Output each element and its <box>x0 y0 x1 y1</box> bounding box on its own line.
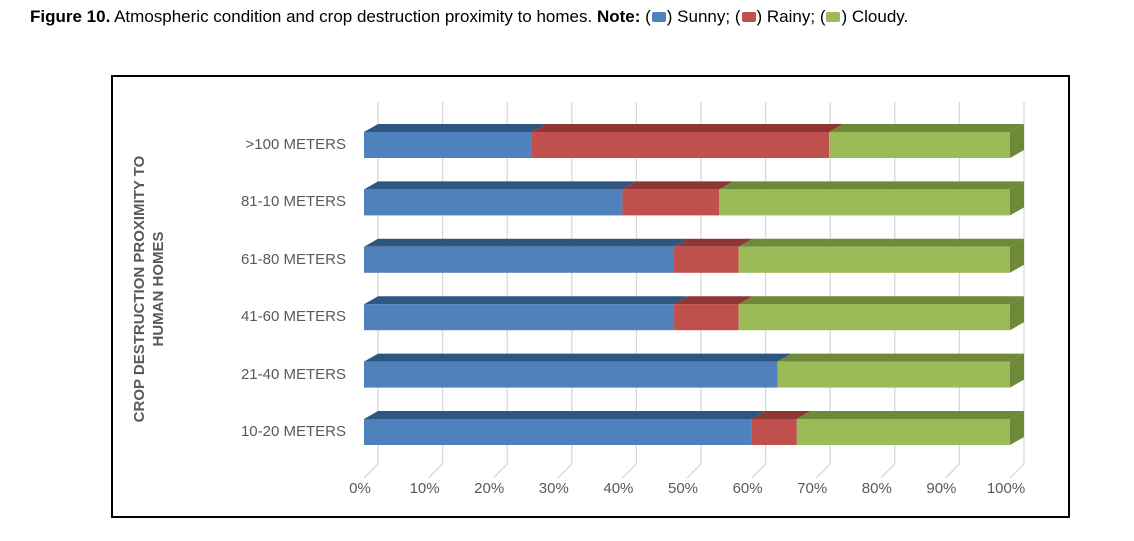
x-tick-label-20%: 20% <box>474 480 505 497</box>
x-tick-label-70%: 70% <box>797 480 828 497</box>
bar-top-sunny-row4 <box>364 353 792 362</box>
gridline-foot-10% <box>428 463 444 479</box>
gridline-foot-80% <box>880 463 896 479</box>
bar-top-cloudy-row0 <box>829 124 1024 132</box>
bar-top-sunny-row1 <box>364 181 637 190</box>
gridline-foot-0% <box>363 463 379 479</box>
legend-item-sunny: () Sunny; <box>645 7 735 26</box>
bar-top-sunny-row5 <box>364 411 766 419</box>
bar-segment-sunny-row4 <box>364 361 778 388</box>
bar-top-sunny-row2 <box>364 238 689 247</box>
bar-top-rainy-row1 <box>622 181 734 190</box>
bar-endcap-row3 <box>1010 296 1024 331</box>
bar-segment-cloudy-row0 <box>829 132 1010 158</box>
bar-segment-sunny-row5 <box>364 419 752 445</box>
category-label-row2: 61-80 METERS <box>240 250 346 268</box>
category-label-row3: 41-60 METERS <box>240 308 346 326</box>
x-tick-label-40%: 40% <box>603 480 634 497</box>
figure-number: Figure 10. <box>30 7 111 26</box>
category-label-row5: 10-20 METERS <box>240 423 346 440</box>
gridline-foot-30% <box>557 463 573 479</box>
bar-segment-rainy-row5 <box>751 419 797 445</box>
category-label-row4: 21-40 METERS <box>240 365 346 383</box>
chart-frame: CROP DESTRUCTION PROXIMITY TO HUMAN HOME… <box>111 75 1070 518</box>
bar-endcap-row2 <box>1010 238 1024 273</box>
legend-swatch-rainy <box>741 12 756 22</box>
bar-top-rainy-row2 <box>674 238 753 247</box>
bar-endcap-row5 <box>1010 411 1024 445</box>
chart-area: CROP DESTRUCTION PROXIMITY TO HUMAN HOME… <box>113 77 1067 515</box>
bar-top-rainy-row0 <box>531 124 844 132</box>
x-tick-label-60%: 60% <box>732 480 763 497</box>
gridline-foot-70% <box>815 463 831 479</box>
bar-top-cloudy-row2 <box>738 238 1024 247</box>
bar-segment-cloudy-row2 <box>738 246 1010 273</box>
bar-top-rainy-row5 <box>751 411 811 419</box>
bar-segment-cloudy-row3 <box>738 304 1010 331</box>
bar-top-cloudy-row4 <box>777 353 1024 362</box>
bar-segment-cloudy-row4 <box>777 361 1010 388</box>
x-tick-label-10%: 10% <box>409 480 440 497</box>
bar-top-cloudy-row5 <box>796 411 1024 419</box>
bar-segment-sunny-row1 <box>364 189 623 216</box>
legend-item-rainy: () Rainy; <box>734 7 820 26</box>
x-tick-label-30%: 30% <box>538 480 569 497</box>
bar-segment-sunny-row0 <box>364 132 532 158</box>
bar-top-cloudy-row1 <box>719 181 1024 190</box>
bar-segment-rainy-row2 <box>674 246 739 273</box>
gridline-foot-20% <box>492 463 508 479</box>
x-tick-label-0%: 0% <box>349 480 371 497</box>
plot-svg <box>363 102 1025 479</box>
legend-item-cloudy: () Cloudy. <box>819 7 909 26</box>
category-label-row0: >100 METERS <box>245 136 346 153</box>
caption-text: Atmospheric condition and crop destructi… <box>110 7 597 26</box>
bar-top-sunny-row0 <box>364 124 546 132</box>
gridline-foot-50% <box>686 463 702 479</box>
bar-segment-cloudy-row5 <box>796 419 1010 445</box>
gridline-foot-60% <box>751 463 767 479</box>
legend-swatch-cloudy <box>826 12 841 22</box>
bar-segment-rainy-row1 <box>622 189 720 216</box>
bar-endcap-row4 <box>1010 353 1024 388</box>
x-tick-label-90%: 90% <box>926 480 957 497</box>
gridline-foot-90% <box>944 463 960 479</box>
category-axis: >100 METERS 81-10 METERS 61-80 METERS 41-60… <box>196 77 346 515</box>
figure-caption: Figure 10. Atmospheric condition and cro… <box>30 7 1120 27</box>
bar-endcap-row1 <box>1010 181 1024 216</box>
bar-top-cloudy-row3 <box>738 296 1024 305</box>
gridline-foot-40% <box>621 463 637 479</box>
bar-segment-rainy-row0 <box>531 132 830 158</box>
bar-segment-rainy-row3 <box>674 304 739 331</box>
value-axis: 0% 10% 20% 30% 40% 50% 60% 70% 80% 90% 100% <box>113 77 1067 515</box>
bar-segment-sunny-row2 <box>364 246 675 273</box>
bar-segment-sunny-row3 <box>364 304 675 331</box>
note-label: Note: <box>596 7 641 26</box>
x-tick-label-50%: 50% <box>667 480 699 497</box>
legend-swatch-sunny <box>651 12 666 22</box>
bar-endcap-row0 <box>1010 124 1024 158</box>
caption-legend: () Sunny; () Rainy; () Cloudy. <box>645 7 908 26</box>
category-label-row1: 81-10 METERS <box>240 193 346 211</box>
gridline-foot-100% <box>1009 463 1025 479</box>
bar-top-sunny-row3 <box>364 296 689 305</box>
x-tick-label-100%: 100% <box>986 480 1026 497</box>
bar-segment-cloudy-row1 <box>719 189 1010 216</box>
bar-top-rainy-row3 <box>674 296 753 305</box>
x-tick-label-80%: 80% <box>861 480 892 497</box>
